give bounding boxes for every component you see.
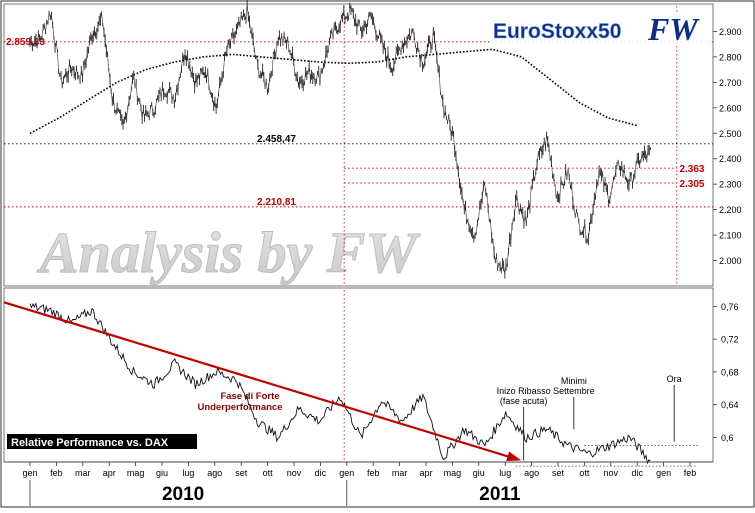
month-label: apr xyxy=(419,468,432,478)
month-label: ago xyxy=(524,468,539,478)
y-tick-label: 2.700 xyxy=(719,78,742,88)
annotation-line-1: Ora xyxy=(667,374,682,384)
month-label: gen xyxy=(339,468,354,478)
level-label: 2.210,81 xyxy=(257,197,296,208)
level-label: 2.458,47 xyxy=(257,134,296,145)
rel-y-tick-label: 0,68 xyxy=(721,367,739,377)
month-label: giu xyxy=(473,468,485,478)
level-label: 2.305 xyxy=(679,179,704,190)
rel-y-tick-label: 0,6 xyxy=(721,433,734,443)
month-label: lug xyxy=(182,468,194,478)
month-label: gen xyxy=(656,468,671,478)
month-label: apr xyxy=(103,468,116,478)
rel-y-tick-label: 0,76 xyxy=(721,302,739,312)
month-label: nov xyxy=(604,468,619,478)
trend-label-1: Fase di Forte xyxy=(220,391,279,402)
y-tick-label: 2.400 xyxy=(719,154,742,164)
month-label: set xyxy=(235,468,248,478)
annotation-line-2: (fase acuta) xyxy=(500,396,548,406)
price-series xyxy=(29,0,651,279)
price-vlines xyxy=(343,6,678,286)
relative-axis: 0,6 0,64 0,68 0,72 0,76 xyxy=(713,302,739,443)
y-tick-label: 2.600 xyxy=(719,103,742,113)
y-tick-label: 2.200 xyxy=(719,205,742,215)
chart-title-suffix: FW xyxy=(647,11,700,47)
month-label: lug xyxy=(499,468,511,478)
month-label: feb xyxy=(50,468,63,478)
y-tick-label: 2.500 xyxy=(719,129,742,139)
time-axis: gen feb mar apr mag giu lug ago set ott nov dic gen f… xyxy=(4,461,713,506)
month-label: mag xyxy=(444,468,462,478)
month-label: giu xyxy=(156,468,168,478)
relative-label-text: Relative Performance vs. DAX xyxy=(11,437,169,449)
price-line xyxy=(29,3,651,275)
chart-title: EuroStoxx50 FW xyxy=(490,11,712,47)
rel-y-tick-label: 0,64 xyxy=(721,400,739,410)
annotation-line-1: Minimi xyxy=(561,376,587,386)
annotation-line-2: Settembre xyxy=(553,386,595,396)
moving-average-line xyxy=(29,48,638,135)
month-label: feb xyxy=(367,468,380,478)
rel-y-tick-label: 0,72 xyxy=(721,335,739,345)
month-label: mar xyxy=(75,468,91,478)
month-label: ago xyxy=(207,468,222,478)
month-label: feb xyxy=(684,468,697,478)
month-label: mag xyxy=(127,468,145,478)
month-label: ott xyxy=(263,468,274,478)
relative-label: Relative Performance vs. DAX xyxy=(7,434,197,449)
watermark: Analysis by FW xyxy=(37,220,421,286)
price-axis: 2.000 2.100 2.200 2.300 2.400 2.500 2.600 2.700… xyxy=(713,27,742,266)
y-tick-label: 2.300 xyxy=(719,180,742,190)
annotation-line-1: Inizo Ribasso xyxy=(497,386,551,396)
month-label: ott xyxy=(579,468,590,478)
level-label: 2.859,33 xyxy=(6,37,45,48)
y-tick-label: 2.100 xyxy=(719,231,742,241)
month-label: dic xyxy=(631,468,643,478)
month-label: mar xyxy=(392,468,408,478)
trend-arrow-line xyxy=(3,301,512,459)
relative-annotations: Inizo Ribasso(fase acuta) MinimiSettembre… xyxy=(497,374,682,461)
relative-line xyxy=(29,302,651,465)
trend-label-2: Underperformance xyxy=(198,402,283,413)
trend-arrow-head xyxy=(506,451,522,462)
year-label: 2011 xyxy=(479,484,521,505)
month-label: gen xyxy=(22,468,37,478)
price-panel xyxy=(3,3,714,287)
y-tick-label: 2.900 xyxy=(719,27,742,37)
year-label: 2010 xyxy=(162,484,204,505)
month-label: nov xyxy=(287,468,302,478)
month-label: dic xyxy=(315,468,327,478)
level-label: 2.363 xyxy=(679,164,704,175)
watermark-text: Analysis by FW xyxy=(37,220,420,285)
y-tick-label: 2.000 xyxy=(719,256,742,266)
chart-title-text: EuroStoxx50 xyxy=(493,20,621,43)
y-tick-label: 2.800 xyxy=(719,52,742,62)
month-label: set xyxy=(552,468,565,478)
